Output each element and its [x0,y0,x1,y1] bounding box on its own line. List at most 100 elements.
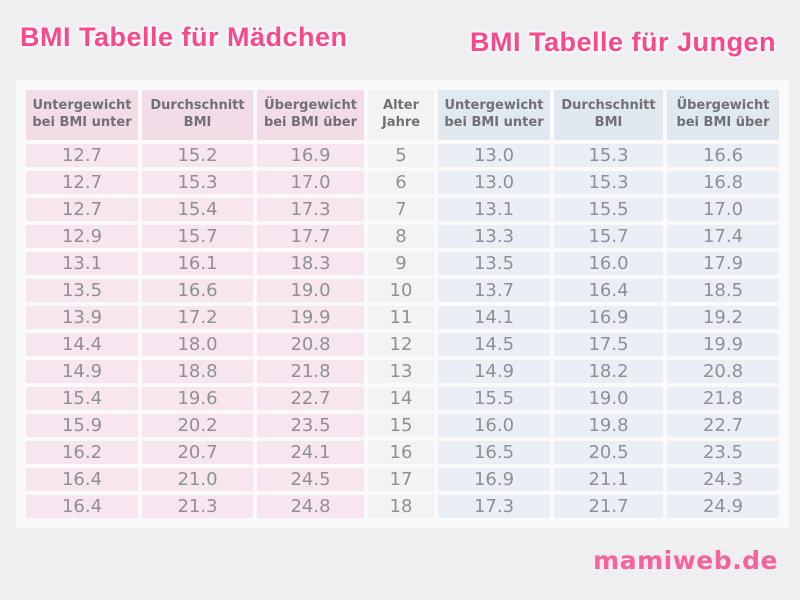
boys-average-header: Durchschnitt BMI [554,90,663,140]
age-cell: 5 [368,144,434,167]
girls-overweight-header: Übergewicht bei BMI über [257,90,364,140]
table-row: 12.7 15.4 17.3 7 13.1 15.5 17.0 [26,198,779,221]
boys-underweight-cell: 13.0 [438,144,550,167]
table-row: 12.9 15.7 17.7 8 13.3 15.7 17.4 [26,225,779,248]
boys-underweight-cell: 14.5 [438,333,550,356]
age-cell: 17 [368,468,434,491]
boys-overweight-cell: 24.9 [667,495,779,518]
girls-average-cell: 15.4 [142,198,253,221]
girls-underweight-cell: 16.4 [26,495,138,518]
table-row: 16.4 21.0 24.5 17 16.9 21.1 24.3 [26,468,779,491]
boys-overweight-cell: 17.4 [667,225,779,248]
girls-average-cell: 15.3 [142,171,253,194]
boys-underweight-cell: 16.5 [438,441,550,464]
girls-underweight-cell: 13.5 [26,279,138,302]
girls-average-cell: 20.2 [142,414,253,437]
age-cell: 8 [368,225,434,248]
girls-overweight-cell: 17.3 [257,198,364,221]
table-row: 13.1 16.1 18.3 9 13.5 16.0 17.9 [26,252,779,275]
girls-average-cell: 19.6 [142,387,253,410]
boys-average-cell: 15.3 [554,144,663,167]
boys-overweight-cell: 17.9 [667,252,779,275]
bmi-table: Untergewicht bei BMI unter Durchschnitt … [22,86,783,522]
boys-average-cell: 21.7 [554,495,663,518]
girls-underweight-cell: 15.4 [26,387,138,410]
table-row: 12.7 15.3 17.0 6 13.0 15.3 16.8 [26,171,779,194]
girls-overweight-cell: 18.3 [257,252,364,275]
girls-underweight-cell: 16.4 [26,468,138,491]
age-cell: 10 [368,279,434,302]
age-cell: 7 [368,198,434,221]
girls-average-cell: 15.7 [142,225,253,248]
girls-underweight-cell: 14.4 [26,333,138,356]
age-cell: 6 [368,171,434,194]
girls-average-cell: 18.0 [142,333,253,356]
age-header: Alter Jahre [368,90,434,140]
table-row: 15.4 19.6 22.7 14 15.5 19.0 21.8 [26,387,779,410]
girls-underweight-cell: 12.7 [26,198,138,221]
age-cell: 16 [368,441,434,464]
boys-average-cell: 20.5 [554,441,663,464]
boys-average-cell: 18.2 [554,360,663,383]
age-cell: 18 [368,495,434,518]
girls-underweight-cell: 12.9 [26,225,138,248]
boys-table-title: BMI Tabelle für Jungen [469,27,776,57]
age-cell: 11 [368,306,434,329]
girls-table-title: BMI Tabelle für Mädchen [20,22,348,52]
girls-overweight-cell: 24.8 [257,495,364,518]
boys-underweight-cell: 13.1 [438,198,550,221]
boys-average-cell: 15.5 [554,198,663,221]
girls-underweight-header: Untergewicht bei BMI unter [26,90,138,140]
girls-average-cell: 16.6 [142,279,253,302]
bmi-table-body: 12.7 15.2 16.9 5 13.0 15.3 16.6 12.7 15.3 17.0 6 13… [26,144,779,518]
girls-overweight-cell: 24.1 [257,441,364,464]
girls-average-cell: 20.7 [142,441,253,464]
boys-underweight-cell: 13.3 [438,225,550,248]
age-cell: 12 [368,333,434,356]
girls-underweight-cell: 13.9 [26,306,138,329]
table-row: 14.4 18.0 20.8 12 14.5 17.5 19.9 [26,333,779,356]
boys-underweight-cell: 17.3 [438,495,550,518]
table-row: 13.5 16.6 19.0 10 13.7 16.4 18.5 [26,279,779,302]
age-cell: 9 [368,252,434,275]
table-header-row: Untergewicht bei BMI unter Durchschnitt … [26,90,779,140]
boys-average-cell: 16.0 [554,252,663,275]
boys-average-cell: 21.1 [554,468,663,491]
girls-overweight-cell: 22.7 [257,387,364,410]
girls-average-cell: 21.3 [142,495,253,518]
table-row: 16.4 21.3 24.8 18 17.3 21.7 24.9 [26,495,779,518]
boys-average-cell: 16.9 [554,306,663,329]
boys-overweight-cell: 23.5 [667,441,779,464]
bmi-table-container: Untergewicht bei BMI unter Durchschnitt … [16,80,789,528]
boys-average-cell: 19.8 [554,414,663,437]
boys-overweight-cell: 19.2 [667,306,779,329]
table-row: 15.9 20.2 23.5 15 16.0 19.8 22.7 [26,414,779,437]
age-cell: 14 [368,387,434,410]
girls-overweight-cell: 24.5 [257,468,364,491]
boys-overweight-cell: 20.8 [667,360,779,383]
boys-average-cell: 17.5 [554,333,663,356]
girls-average-header: Durchschnitt BMI [142,90,253,140]
boys-underweight-cell: 14.1 [438,306,550,329]
boys-overweight-cell: 16.6 [667,144,779,167]
girls-average-cell: 21.0 [142,468,253,491]
table-row: 13.9 17.2 19.9 11 14.1 16.9 19.2 [26,306,779,329]
girls-underweight-cell: 13.1 [26,252,138,275]
table-row: 12.7 15.2 16.9 5 13.0 15.3 16.6 [26,144,779,167]
girls-overweight-cell: 19.9 [257,306,364,329]
boys-underweight-cell: 16.0 [438,414,550,437]
boys-average-cell: 19.0 [554,387,663,410]
girls-overweight-cell: 21.8 [257,360,364,383]
boys-overweight-cell: 24.3 [667,468,779,491]
table-row: 14.9 18.8 21.8 13 14.9 18.2 20.8 [26,360,779,383]
girls-average-cell: 18.8 [142,360,253,383]
girls-average-cell: 15.2 [142,144,253,167]
girls-overweight-cell: 20.8 [257,333,364,356]
girls-underweight-cell: 16.2 [26,441,138,464]
girls-average-cell: 16.1 [142,252,253,275]
boys-average-cell: 16.4 [554,279,663,302]
mamiweb-logo: mamiweb.de [593,546,778,575]
boys-overweight-cell: 22.7 [667,414,779,437]
boys-underweight-cell: 13.0 [438,171,550,194]
